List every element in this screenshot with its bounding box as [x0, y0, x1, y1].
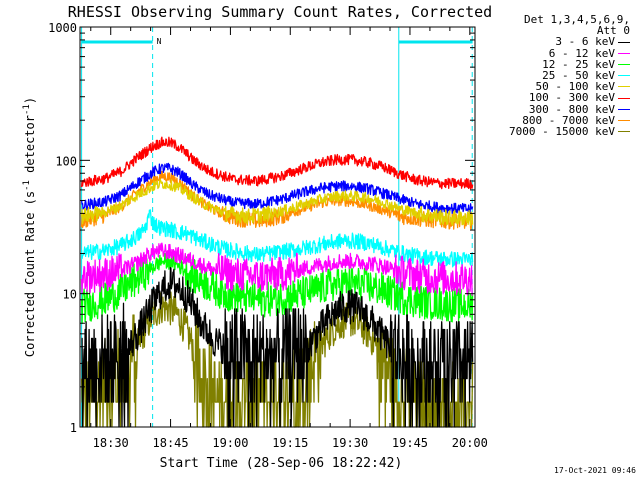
legend-entry: 12 - 25 keV [482, 59, 634, 70]
y-axis-label-sup1: -1 [22, 180, 32, 191]
legend-entry: 100 - 300 keV [482, 91, 634, 105]
series-group [80, 136, 474, 428]
legend-swatch [618, 108, 630, 110]
chart-title: RHESSI Observing Summary Count Rates, Co… [68, 3, 492, 21]
legend-entry-label: 6 - 12 keV [548, 46, 615, 60]
y-axis-label-part1: Corrected Count Rate (s [23, 191, 37, 357]
legend-entry-label: 25 - 50 keV [542, 69, 615, 83]
x-tick-label-2: 19:00 [212, 436, 248, 450]
x-tick-label-0: 18:30 [93, 436, 129, 450]
y-axis-label-sup2: -1 [22, 104, 32, 115]
night-marker-label: N [157, 37, 162, 46]
legend-swatch [618, 52, 630, 54]
legend-header-attenuator: Att 0 [596, 24, 630, 38]
series-line-3-6-kev [81, 267, 474, 428]
plot-frame [79, 26, 476, 428]
legend-entry: 6 - 12 keV [482, 46, 634, 60]
legend-entry: 300 - 800 keV [482, 102, 634, 116]
x-tick-label-6: 20:00 [452, 436, 488, 450]
y-tick-label-2: 100 [55, 154, 77, 168]
y-axis-label-part3: ) [23, 97, 37, 104]
legend-entries: 3 - 6 keV 6 - 12 keV 12 - 25 keV 25 - 50 ke… [482, 36, 634, 137]
series-line-100-300-kev [80, 136, 474, 190]
legend-entry: 800 - 7000 keV [482, 115, 634, 126]
y-tick-label-1: 10 [63, 288, 77, 302]
legend-entry-label: 300 - 800 keV [528, 102, 615, 116]
y-axis-label-part2: detector [23, 115, 37, 180]
series-line-300-800-kev [80, 162, 474, 215]
legend-swatch [618, 119, 630, 121]
legend-entry-label: 800 - 7000 keV [522, 113, 615, 127]
legend-entry: 25 - 50 keV [482, 70, 634, 81]
series-line-6-12-kev [80, 242, 473, 296]
legend-entry: 3 - 6 keV [482, 35, 634, 49]
generation-timestamp: 17-Oct-2021 09:46 [554, 466, 636, 475]
legend: Det 1,3,4,5,6,9, Att 0 3 - 6 keV 6 - 12 k… [482, 14, 634, 137]
series-line-800-7000-kev [80, 170, 474, 230]
legend-swatch [618, 63, 630, 65]
legend-entry-label: 7000 - 15000 keV [509, 125, 615, 139]
legend-entry-label: 3 - 6 keV [555, 35, 615, 49]
legend-entry-label: 12 - 25 keV [542, 57, 615, 71]
x-axis-label: Start Time (28-Sep-06 18:22:42) [160, 456, 403, 471]
x-tick-label-5: 19:45 [392, 436, 428, 450]
legend-entry-label: 50 - 100 keV [535, 80, 615, 94]
legend-swatch [618, 131, 630, 133]
legend-swatch [618, 41, 630, 43]
legend-entry: 7000 - 15000 keV [482, 126, 634, 137]
legend-swatch [618, 97, 630, 99]
y-tick-label-0: 1 [70, 421, 77, 435]
legend-entry-label: 100 - 300 keV [528, 91, 615, 105]
y-axis-label: Corrected Count Rate (s-1 detector-1) [22, 97, 37, 357]
series-line-25-50-kev [80, 209, 474, 268]
x-tick-label-4: 19:30 [332, 436, 368, 450]
series-line-50-100-kev [80, 178, 474, 227]
legend-swatch [618, 75, 630, 77]
axis-ticks: 18:30 18:45 19:00 19:15 19:30 19:45 20:00 1 10 10… [48, 21, 488, 450]
x-tick-label-3: 19:15 [272, 436, 308, 450]
legend-header-detectors: Det 1,3,4,5,6,9, [524, 13, 630, 26]
x-tick-label-1: 18:45 [153, 436, 189, 450]
legend-entry: 50 - 100 keV [482, 81, 634, 92]
legend-swatch [618, 86, 630, 88]
y-tick-label-3: 1000 [48, 21, 77, 35]
